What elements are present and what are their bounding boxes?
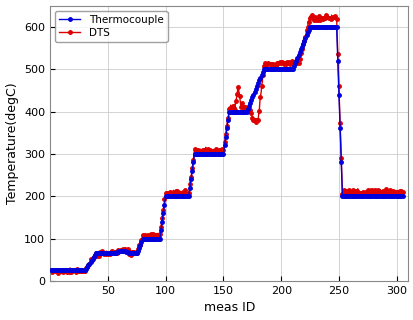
Thermocouple	[399, 194, 404, 198]
Thermocouple	[342, 194, 347, 198]
DTS	[49, 268, 54, 272]
Thermocouple	[237, 109, 242, 113]
DTS	[342, 191, 347, 195]
DTS	[59, 272, 64, 276]
Thermocouple	[86, 263, 91, 267]
Y-axis label: Temperature(degC): Temperature(degC)	[5, 83, 19, 204]
DTS	[281, 60, 286, 64]
Legend: Thermocouple, DTS: Thermocouple, DTS	[55, 11, 167, 42]
Line: Thermocouple: Thermocouple	[50, 25, 403, 272]
DTS	[55, 269, 60, 273]
DTS	[389, 193, 394, 197]
Thermocouple	[49, 268, 54, 272]
Thermocouple	[281, 67, 286, 71]
Line: DTS: DTS	[50, 13, 403, 276]
DTS	[316, 13, 321, 17]
X-axis label: meas ID: meas ID	[203, 301, 254, 315]
DTS	[86, 265, 91, 269]
Thermocouple	[55, 268, 60, 272]
DTS	[237, 97, 242, 101]
Thermocouple	[389, 194, 394, 198]
DTS	[399, 190, 404, 194]
Thermocouple	[307, 25, 312, 29]
